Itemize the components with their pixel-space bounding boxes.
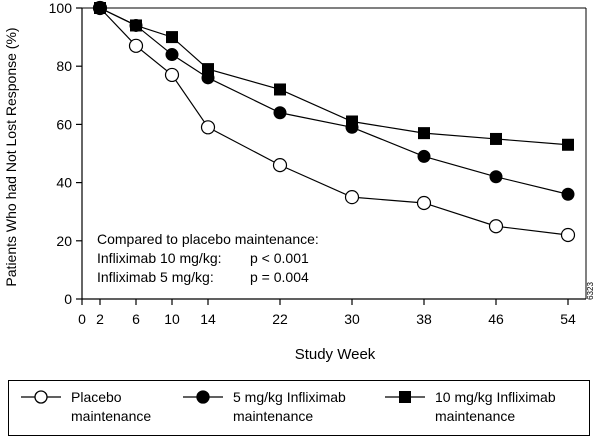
legend-item-placebo: Placebo maintenance xyxy=(21,388,151,426)
x-tick-label: 38 xyxy=(416,311,432,327)
data-point-placebo xyxy=(272,158,288,173)
annotation-5mg-label: Infliximab 5 mg/kg: xyxy=(97,269,214,285)
y-tick-label: 20 xyxy=(56,233,72,249)
data-point-5mg xyxy=(417,149,431,163)
filled-square-marker-icon xyxy=(385,391,425,403)
y-tick-label: 0 xyxy=(64,291,72,307)
data-point-placebo xyxy=(164,67,180,83)
annotation-5mg-pvalue: p = 0.004 xyxy=(250,269,309,285)
data-point-10mg xyxy=(562,138,574,151)
legend-item-10mg: 10 mg/kg Infliximab maintenance xyxy=(385,388,556,426)
data-point-5mg xyxy=(561,187,575,201)
data-point-placebo xyxy=(416,195,432,211)
y-axis-ticks: 0 20 40 60 80 100 xyxy=(49,0,82,307)
y-tick-label: 60 xyxy=(56,116,72,132)
open-circle-marker-icon xyxy=(21,390,61,404)
data-point-10mg xyxy=(130,19,142,32)
legend-label-placebo: Placebo maintenance xyxy=(71,389,152,424)
legend: Placebo maintenance 5 mg/kg Infliximab m… xyxy=(8,380,590,436)
x-tick-label: 10 xyxy=(164,311,180,327)
data-point-placebo xyxy=(560,227,576,243)
x-tick-label: 6 xyxy=(132,311,140,327)
x-axis-ticks: 0 2 6 10 14 22 30 38 46 54 xyxy=(78,299,576,327)
x-tick-label: 22 xyxy=(272,311,288,327)
data-point-placebo xyxy=(488,219,504,234)
annotation-10mg-pvalue: p < 0.001 xyxy=(250,250,309,266)
data-point-10mg xyxy=(418,127,430,140)
data-point-placebo xyxy=(344,190,360,205)
annotation-heading: Compared to placebo maintenance: xyxy=(97,231,319,247)
x-tick-label: 14 xyxy=(200,311,216,327)
y-axis-label: Patients Who had Not Lost Response (%) xyxy=(3,27,19,286)
series-layer xyxy=(92,0,576,243)
data-point-placebo xyxy=(200,120,216,135)
data-point-placebo xyxy=(128,38,144,53)
y-tick-label: 80 xyxy=(56,58,72,74)
data-point-5mg xyxy=(489,170,503,184)
x-tick-label: 2 xyxy=(96,311,104,327)
data-point-10mg xyxy=(346,115,358,128)
y-tick-label: 40 xyxy=(56,175,72,191)
y-tick-label: 100 xyxy=(49,0,73,16)
data-point-10mg xyxy=(166,31,178,44)
figure-id: 6323 xyxy=(586,282,595,300)
x-tick-label: 0 xyxy=(78,311,86,327)
data-point-10mg xyxy=(94,2,106,14)
x-axis-label: Study Week xyxy=(295,346,376,363)
legend-label-5mg: 5 mg/kg Infliximab maintenance xyxy=(233,389,346,424)
annotation-10mg-label: Infliximab 10 mg/kg: xyxy=(97,250,222,266)
data-point-10mg xyxy=(490,132,502,145)
legend-item-5mg: 5 mg/kg Infliximab maintenance xyxy=(183,388,346,426)
axes xyxy=(81,7,587,300)
data-point-5mg xyxy=(273,106,287,120)
data-point-10mg xyxy=(202,63,214,76)
data-point-10mg xyxy=(274,83,286,96)
x-tick-label: 46 xyxy=(488,311,504,327)
x-tick-label: 54 xyxy=(560,311,576,327)
filled-circle-marker-icon xyxy=(183,390,223,404)
legend-label-10mg: 10 mg/kg Infliximab maintenance xyxy=(435,389,556,424)
x-tick-label: 30 xyxy=(344,311,360,327)
data-point-5mg xyxy=(165,48,179,62)
